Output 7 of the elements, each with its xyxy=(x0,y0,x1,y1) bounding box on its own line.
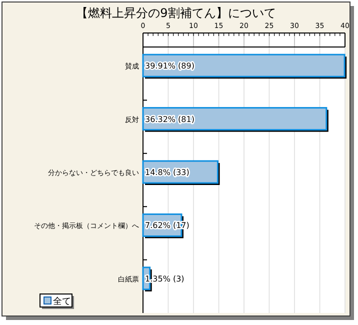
bar xyxy=(142,54,346,78)
bar xyxy=(142,107,328,131)
chart-title: 【燃料上昇分の9割補てん】について xyxy=(76,6,276,20)
legend-label: 全て xyxy=(53,296,71,307)
data-label: 39.91% (89) xyxy=(145,62,194,71)
data-label: 36.32% (81) xyxy=(145,114,194,124)
data-label: 14.8% (33) xyxy=(145,168,190,177)
